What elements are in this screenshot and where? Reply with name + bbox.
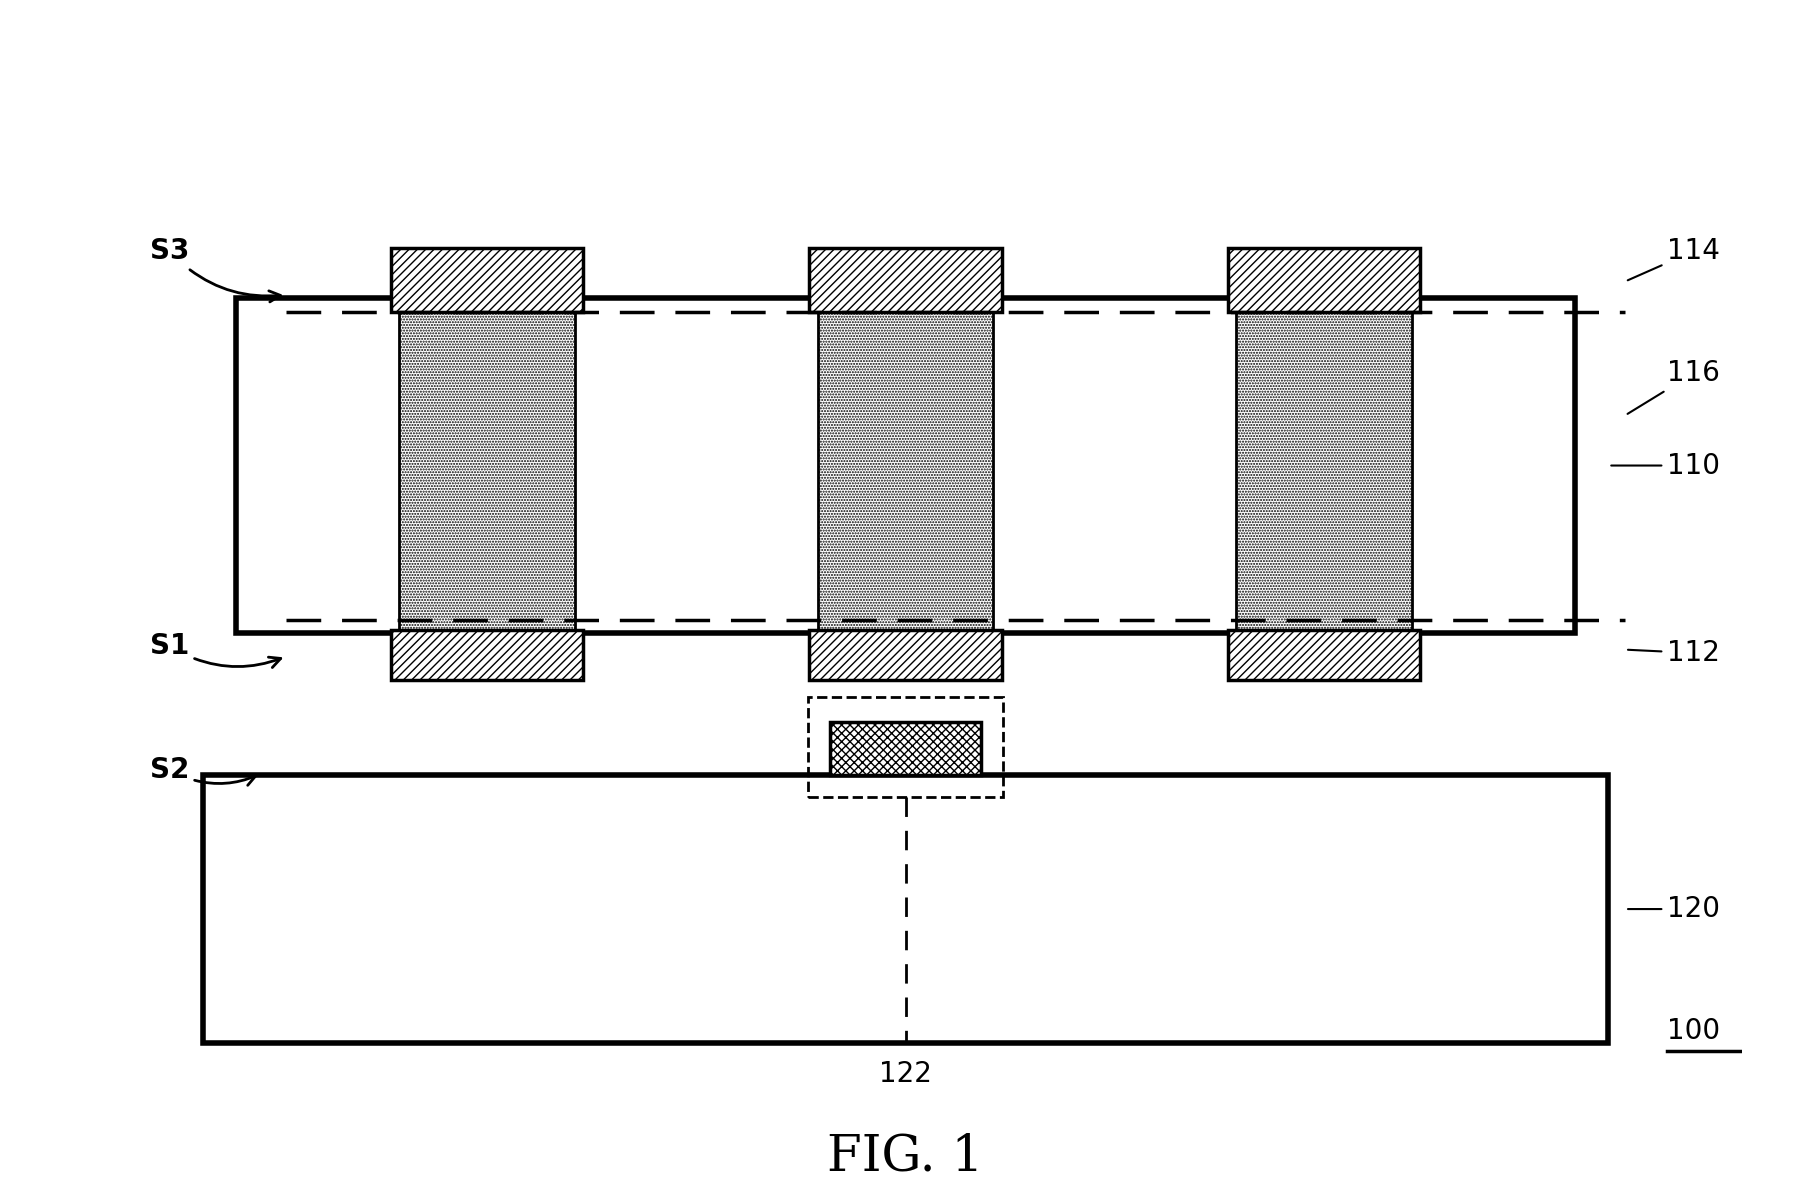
Text: 100: 100 xyxy=(1666,1017,1720,1046)
Text: S2: S2 xyxy=(150,756,255,786)
Bar xyxy=(391,629,583,680)
Text: 112: 112 xyxy=(1628,639,1720,667)
Bar xyxy=(391,248,583,311)
Bar xyxy=(817,311,994,629)
Bar xyxy=(398,311,574,629)
Bar xyxy=(1237,311,1413,629)
Bar xyxy=(829,722,982,775)
Bar xyxy=(808,697,1003,797)
Bar xyxy=(810,629,1001,680)
Text: 120: 120 xyxy=(1628,896,1720,923)
Text: 114: 114 xyxy=(1628,238,1720,280)
Bar xyxy=(810,248,1001,311)
Bar xyxy=(203,775,1608,1043)
Bar xyxy=(1228,248,1420,311)
Bar xyxy=(235,298,1576,633)
Text: S3: S3 xyxy=(150,238,281,302)
Text: 116: 116 xyxy=(1628,360,1720,414)
Text: FIG. 1: FIG. 1 xyxy=(828,1132,983,1181)
Text: 110: 110 xyxy=(1612,452,1720,479)
Text: S1: S1 xyxy=(150,632,281,667)
Text: 122: 122 xyxy=(878,1060,933,1088)
Bar xyxy=(1228,629,1420,680)
